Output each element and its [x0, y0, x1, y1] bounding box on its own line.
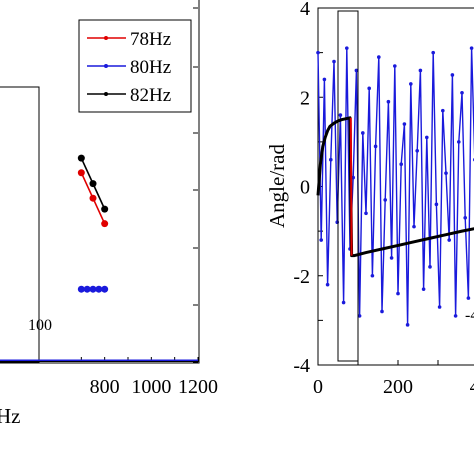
point-80hz: [434, 202, 439, 207]
point-80hz: [351, 175, 356, 180]
point-80hz: [399, 162, 404, 166]
point-80hz: [354, 68, 359, 73]
point-80hz: [466, 296, 471, 300]
right-y-tick-label: -4: [293, 355, 310, 377]
right-chart: -4 4 2 0 -2 -4 0 200 4( Angle/rad: [265, 0, 474, 398]
point-80hz: [405, 323, 410, 327]
point-80hz: [402, 122, 407, 126]
point-80hz: [361, 131, 365, 135]
legend-item-82hz: 82Hz: [87, 85, 171, 106]
right-x-tick-label: 200: [383, 376, 413, 398]
point-80hz: [383, 198, 388, 202]
left-ticks: [0, 7, 199, 363]
right-x-tick-label: 4(: [470, 376, 474, 398]
point-80hz: [377, 55, 381, 59]
point-78hz: [89, 194, 97, 202]
point-80hz: [396, 291, 400, 296]
point-80hz: [463, 215, 468, 220]
point-80hz: [322, 77, 327, 82]
right-annotation: -4: [465, 307, 474, 324]
point-80hz: [386, 99, 391, 104]
point-80hz: [389, 256, 394, 260]
series-line-80hz: [317, 47, 474, 326]
point-80hz: [409, 82, 413, 86]
point-80hz: [441, 108, 445, 113]
legend-item-80hz: 80Hz: [87, 57, 171, 78]
point-80hz: [428, 265, 432, 269]
point-80hz: [332, 59, 336, 64]
point-80hz: [450, 73, 455, 77]
legend: 78Hz 80Hz 82Hz: [78, 19, 192, 113]
legend-item-78hz: 78Hz: [87, 29, 171, 50]
point-80hz: [357, 314, 362, 318]
legend-label-78hz: 78Hz: [130, 29, 171, 50]
point-80hz: [325, 282, 330, 287]
right-y-tick-label: 4: [300, 0, 310, 20]
point-80hz: [341, 300, 346, 305]
point-80hz: [329, 157, 333, 162]
point-80hz: [316, 50, 320, 55]
left-series: [77, 154, 109, 293]
legend-marker-82hz: [104, 92, 108, 96]
point-80hz: [83, 285, 91, 293]
right-y-axis-label: Angle/rad: [265, 144, 289, 228]
point-80hz: [95, 285, 103, 293]
point-80hz: [380, 309, 384, 314]
point-80hz: [338, 113, 343, 117]
point-80hz: [418, 68, 423, 73]
right-y-tick-label: 0: [300, 177, 310, 199]
legend-label-82hz: 82Hz: [130, 85, 171, 106]
point-80hz: [421, 287, 426, 291]
point-80hz: [89, 285, 97, 293]
point-80hz: [425, 135, 429, 140]
point-80hz: [460, 90, 464, 95]
point-80hz: [101, 285, 109, 293]
point-80hz: [415, 149, 420, 153]
left-x-tick-labels: 800 1000 1200: [90, 376, 218, 398]
point-80hz: [367, 86, 372, 91]
series-line-78hz-jump: [349, 117, 353, 256]
point-80hz: [437, 305, 442, 309]
point-82hz: [77, 154, 85, 162]
point-78hz: [77, 169, 85, 177]
point-80hz: [453, 314, 458, 318]
left-chart: 100 800 1000 1200 Hz 78Hz 80Hz 82Hz: [0, 0, 218, 428]
right-y-tick-label: -2: [293, 266, 310, 288]
right-ticks: [317, 7, 439, 366]
left-x-tick-label: 1000: [131, 376, 171, 398]
point-80hz: [431, 50, 436, 55]
point-80hz: [373, 144, 378, 149]
point-80hz: [319, 238, 324, 242]
point-80hz: [364, 211, 368, 216]
left-x-tick-label: 1200: [178, 376, 218, 398]
point-80hz: [393, 64, 397, 68]
point-80hz: [345, 46, 349, 50]
right-x-tick-label: 0: [313, 376, 323, 398]
legend-marker-78hz: [104, 36, 108, 40]
right-series: [316, 46, 474, 327]
left-plot-frame: [0, 0, 200, 364]
point-80hz: [444, 171, 448, 175]
right-y-tick-labels: 4 2 0 -2 -4: [293, 0, 310, 377]
point-80hz: [457, 140, 461, 144]
right-y-tick-label: 2: [300, 87, 310, 109]
left-x-axis-label: Hz: [0, 404, 21, 428]
point-80hz: [77, 285, 85, 293]
point-78hz: [101, 220, 109, 228]
point-80hz: [412, 224, 416, 229]
legend-label-80hz: 80Hz: [130, 57, 171, 78]
right-x-tick-labels: 0 200 4(: [313, 376, 474, 398]
point-80hz: [370, 273, 375, 278]
point-82hz: [89, 180, 97, 188]
left-annotation: 100: [28, 317, 52, 334]
legend-marker-80hz: [104, 64, 108, 68]
point-82hz: [101, 205, 109, 213]
point-80hz: [469, 46, 474, 50]
right-highlight-box: [337, 10, 359, 362]
point-80hz: [447, 238, 452, 242]
left-x-tick-label: 800: [90, 376, 120, 398]
series-line-82hz: [316, 116, 474, 258]
